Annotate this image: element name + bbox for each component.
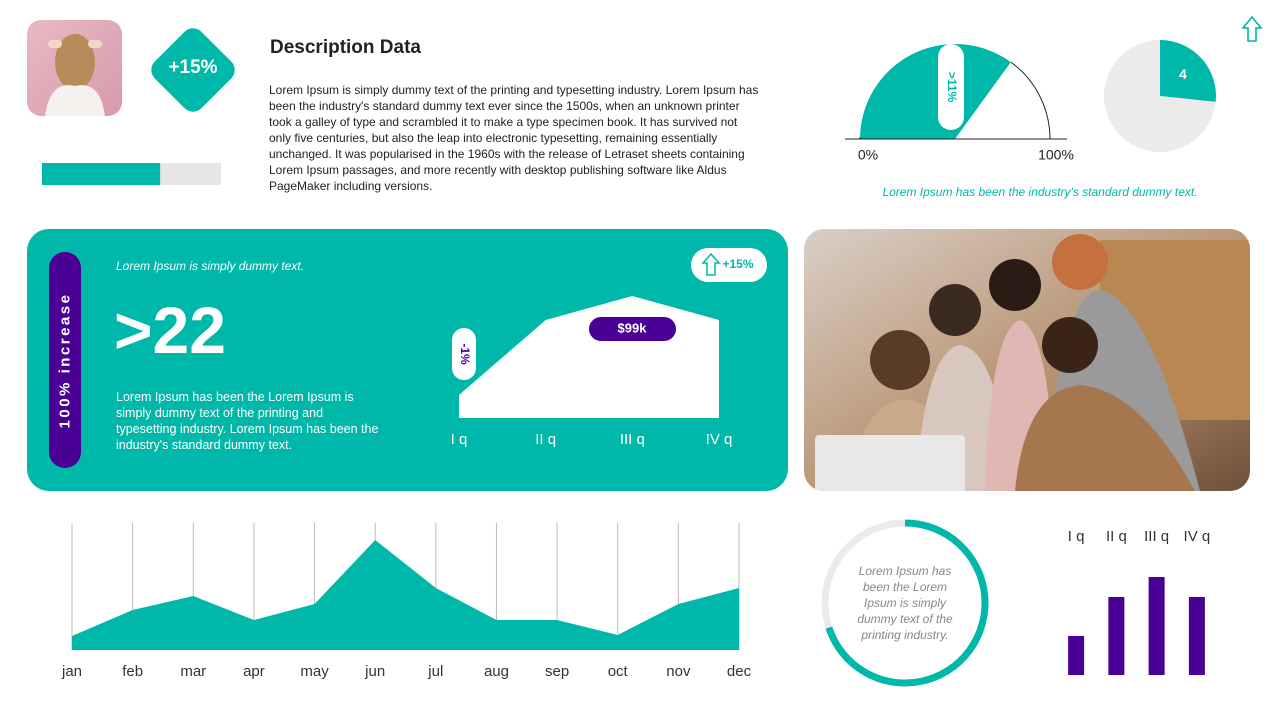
gauge-tick-label: 100% bbox=[1038, 147, 1074, 163]
x-tick-label: apr bbox=[243, 663, 265, 680]
gauge-fill bbox=[860, 44, 1011, 139]
gauge-annotation: >11% bbox=[945, 72, 959, 103]
pie-slice bbox=[1160, 40, 1217, 102]
x-tick-label: IV q bbox=[706, 431, 733, 448]
annotation: $99k bbox=[618, 320, 648, 335]
x-tick-label: III q bbox=[620, 431, 645, 448]
card-big: >22 bbox=[114, 293, 226, 367]
x-tick-label: mar bbox=[180, 663, 206, 680]
bar bbox=[1108, 597, 1125, 675]
title: Description Data bbox=[270, 37, 421, 58]
x-tick-label: jun bbox=[364, 663, 385, 680]
description: Lorem Ipsum is simply dummy text of the … bbox=[269, 83, 759, 193]
x-tick-label: sep bbox=[545, 663, 569, 680]
donut-text: Lorem Ipsum has been the Lorem Ipsum is … bbox=[857, 564, 953, 642]
gauge-tick-label: 0% bbox=[858, 147, 878, 163]
bar bbox=[1148, 577, 1165, 675]
photo-small bbox=[27, 20, 122, 116]
x-tick-label: IV q bbox=[1184, 528, 1211, 545]
x-tick-label: nov bbox=[666, 663, 691, 680]
annotation-arrow bbox=[701, 252, 721, 276]
x-tick-label: jan bbox=[61, 663, 82, 680]
gauge-annotation-pill bbox=[938, 44, 964, 130]
annotation-pill bbox=[691, 248, 767, 282]
card-body: Lorem Ipsum has been the Lorem Ipsum is … bbox=[116, 390, 379, 452]
photo-large bbox=[804, 229, 1250, 491]
gauge-outline bbox=[1010, 61, 1051, 140]
pie-slice bbox=[1104, 40, 1216, 152]
pill-text: 100% increase bbox=[56, 292, 74, 429]
pill bbox=[49, 252, 81, 468]
x-tick-label: aug bbox=[484, 663, 509, 680]
caption: Lorem Ipsum has been the industry's stan… bbox=[882, 185, 1198, 199]
bar bbox=[1068, 636, 1085, 675]
x-tick-label: feb bbox=[122, 663, 143, 680]
badge-diamond bbox=[151, 28, 235, 112]
x-tick-label: II q bbox=[535, 431, 556, 448]
annotation-pill bbox=[589, 317, 676, 341]
x-tick-label: II q bbox=[1106, 528, 1127, 545]
progress-fill bbox=[42, 163, 161, 185]
area bbox=[72, 540, 739, 650]
x-tick-label: dec bbox=[727, 663, 752, 680]
annotation: +15% bbox=[722, 257, 753, 271]
x-tick-label: oct bbox=[608, 663, 629, 680]
x-tick-label: III q bbox=[1144, 528, 1169, 545]
donut-arc bbox=[825, 519, 989, 687]
up-arrow-icon bbox=[1241, 15, 1263, 42]
x-tick-label: I q bbox=[1068, 528, 1085, 545]
x-tick-label: may bbox=[300, 663, 329, 680]
bar bbox=[1188, 597, 1205, 675]
x-tick-label: I q bbox=[451, 431, 468, 448]
x-tick-label: jul bbox=[427, 663, 443, 680]
annotation-pill bbox=[452, 328, 476, 380]
card-lead: Lorem Ipsum is simply dummy text. bbox=[116, 259, 305, 273]
badge-text: +15% bbox=[168, 57, 218, 78]
card bbox=[27, 229, 788, 491]
annotation: -1% bbox=[458, 343, 472, 365]
pie-label: 4 bbox=[1179, 66, 1187, 82]
